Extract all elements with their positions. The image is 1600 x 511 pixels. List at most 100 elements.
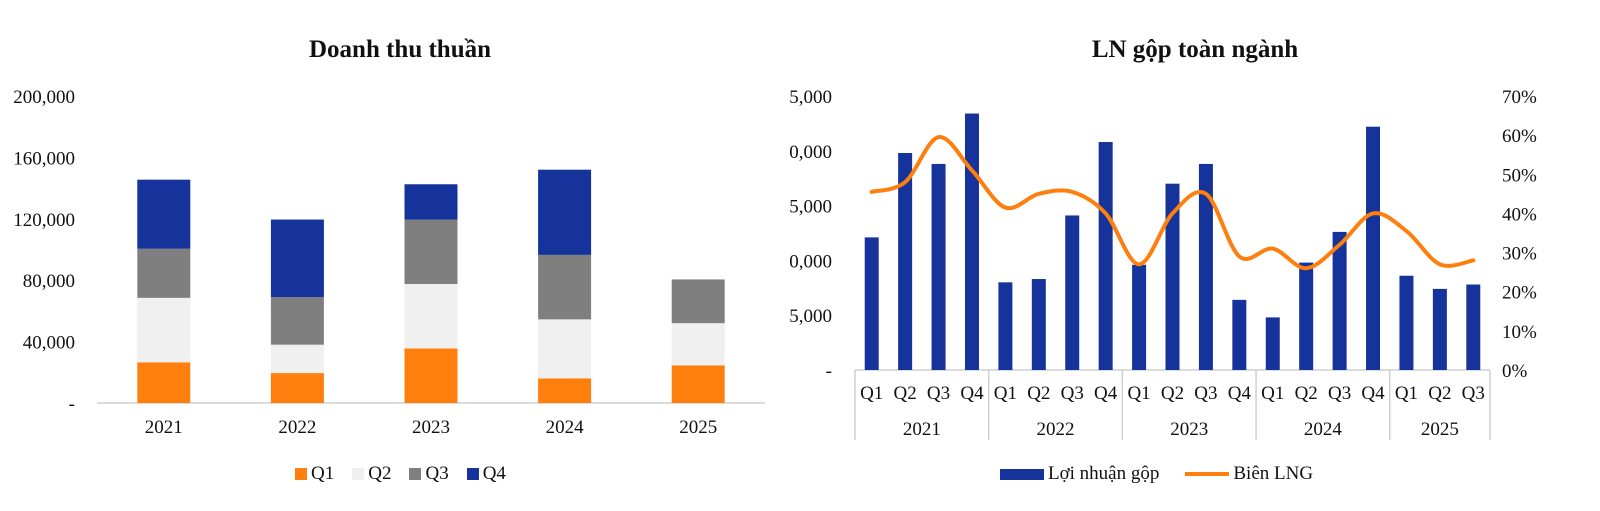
y-tick-label-right: 40% <box>1502 204 1537 225</box>
legend-swatch <box>1185 472 1230 476</box>
legend-label: Q2 <box>368 463 392 484</box>
bar-segment-q2 <box>671 323 725 366</box>
legend-item: Q2 <box>352 463 391 485</box>
gross-profit-bar <box>1299 262 1314 370</box>
x-tick-label: 2021 <box>145 417 183 438</box>
x-tick-label-quarter: Q1 <box>994 383 1017 404</box>
gross-profit-bar <box>998 282 1013 370</box>
bar-segment-q3 <box>671 279 725 324</box>
x-tick-label-quarter: Q4 <box>1228 383 1252 404</box>
x-tick-label: 2022 <box>278 417 316 438</box>
x-tick-label-quarter: Q1 <box>1261 383 1284 404</box>
gross-profit-bar <box>1198 163 1213 370</box>
y-tick-label: 120,000 <box>13 210 75 231</box>
bar-segment-q3 <box>137 248 191 298</box>
gross-profit-bar <box>1165 183 1180 370</box>
bar-segment-q2 <box>404 284 458 349</box>
legend-swatch <box>295 468 307 480</box>
x-tick-label-year: 2025 <box>1421 419 1459 440</box>
legend-swatch <box>466 468 479 480</box>
x-tick-label-quarter: Q1 <box>1395 383 1418 404</box>
y-tick-label-left: 5,000 <box>790 306 832 327</box>
x-tick-label: 2023 <box>412 417 450 438</box>
chart-title: LN gộp toàn ngành <box>1091 36 1299 63</box>
x-tick-label-quarter: Q3 <box>1194 383 1217 404</box>
y-tick-label-right: 10% <box>1502 322 1537 343</box>
bar-segment-q2 <box>270 344 324 374</box>
gross-profit-chart: - 5,000 10,000 15,000 20,000 25,000 0% 10% 20% 30… <box>790 87 1537 440</box>
x-tick-label-quarter: Q2 <box>1428 383 1451 404</box>
y-tick-label-right: 0% <box>1502 361 1528 382</box>
legend-label: Q3 <box>425 463 449 484</box>
y-tick-label-left: 25,000 <box>790 87 832 108</box>
x-tick-label-quarter: Q2 <box>894 383 917 404</box>
x-tick-label-quarter: Q3 <box>1061 383 1084 404</box>
gross-profit-bar <box>1232 299 1247 370</box>
y-tick-label-left: 10,000 <box>790 251 832 272</box>
x-tick-label-quarter: Q2 <box>1027 383 1050 404</box>
bar-segment-q4 <box>137 179 191 249</box>
y-tick-label: 200,000 <box>13 87 75 108</box>
x-tick-label: 2025 <box>679 417 717 438</box>
y-tick-label-right: 30% <box>1502 244 1537 265</box>
gross-profit-bar <box>864 237 879 370</box>
gross-profit-bar <box>964 113 979 370</box>
x-tick-label-quarter: Q2 <box>1161 383 1184 404</box>
x-tick-label-quarter: Q4 <box>1094 383 1118 404</box>
y-tick-label: 160,000 <box>13 148 75 169</box>
bar-segment-q3 <box>538 254 592 320</box>
y-tick-label-left: 20,000 <box>790 142 832 163</box>
x-tick-label-quarter: Q1 <box>1127 383 1150 404</box>
y-tick-label: 80,000 <box>23 271 75 292</box>
x-tick-label-quarter: Q3 <box>1462 383 1485 404</box>
legend-item: Lợi nhuận gộp <box>1000 463 1159 485</box>
x-tick-label: 2024 <box>546 417 585 438</box>
x-tick-label-quarter: Q3 <box>1328 383 1351 404</box>
gross-profit-bar <box>1399 275 1414 370</box>
gross-profit-chart-panel: LN gộp toàn ngành - 5,000 10,000 15,000 20,0… <box>790 0 1600 511</box>
gross-profit-bar <box>1265 317 1280 370</box>
gross-profit-bar <box>1332 231 1347 370</box>
x-tick-label-quarter: Q1 <box>860 383 883 404</box>
y-tick-label-left: - <box>826 361 832 382</box>
gross-profit-bar <box>1065 215 1080 370</box>
legend: Lợi nhuận gộp Biên LNG <box>1000 463 1313 485</box>
legend-item: Q4 <box>466 463 506 485</box>
legend-label: Q1 <box>311 463 335 484</box>
bar-segment-q3 <box>404 219 458 285</box>
x-tick-label-year: 2024 <box>1304 419 1343 440</box>
legend-label: Biên LNG <box>1233 463 1314 484</box>
y-tick-label: - <box>69 394 75 415</box>
bar-segment-q1 <box>671 365 725 403</box>
x-tick-label-quarter: Q2 <box>1295 383 1318 404</box>
bar-segment-q4 <box>404 184 458 220</box>
legend-item: Q1 <box>295 463 334 485</box>
legend-label: Lợi nhuận gộp <box>1048 463 1160 484</box>
gross-profit-bar <box>1098 142 1113 370</box>
bar-segment-q1 <box>270 373 324 403</box>
revenue-chart-panel: Doanh thu thuần - 40,000 80,000 120,000 160,… <box>13 36 765 485</box>
y-tick-label-right: 70% <box>1502 87 1537 108</box>
bar-segment-q1 <box>538 378 592 403</box>
y-tick-label: 40,000 <box>23 333 75 354</box>
bar-segment-q1 <box>404 348 458 403</box>
gross-profit-bar <box>931 163 946 370</box>
bar-segment-q3 <box>270 297 324 345</box>
chart-title: Doanh thu thuần <box>308 36 492 63</box>
bar-segment-q1 <box>137 362 191 403</box>
x-tick-label-quarter: Q4 <box>1361 383 1385 404</box>
bar-segment-q2 <box>538 319 592 379</box>
gross-profit-bar <box>1432 288 1447 370</box>
gross-profit-bar <box>1031 279 1046 370</box>
gross-profit-bar <box>898 152 913 370</box>
x-tick-label-year: 2021 <box>903 419 941 440</box>
gross-profit-bar <box>1132 264 1147 370</box>
y-tick-label-right: 60% <box>1502 126 1537 147</box>
legend-swatch <box>352 468 365 480</box>
x-tick-label-year: 2023 <box>1170 419 1208 440</box>
y-tick-label-right: 20% <box>1502 283 1537 304</box>
bar-segment-q2 <box>137 297 191 363</box>
legend-item: Q3 <box>409 463 449 485</box>
legend-swatch <box>409 468 422 480</box>
gross-profit-bar <box>1366 126 1381 370</box>
